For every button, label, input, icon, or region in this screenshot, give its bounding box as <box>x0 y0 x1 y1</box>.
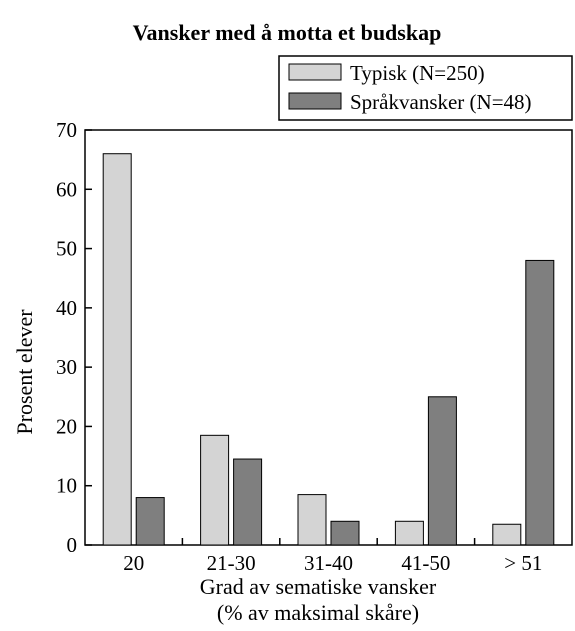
x-axis: 20 21-30 31-40 41-50 > 51 <box>123 538 542 575</box>
y-tick-label: 40 <box>56 296 77 320</box>
bar-sprakvansker-0 <box>135 497 165 546</box>
y-axis-label: Prosent elever <box>12 309 37 435</box>
bar-sprakvansker-4 <box>525 259 555 546</box>
bar-typisk-3 <box>394 520 424 546</box>
legend-swatch-sprakvansker <box>288 92 342 110</box>
y-tick-label: 70 <box>56 118 77 142</box>
legend-label-typisk: Typisk (N=250) <box>350 61 485 85</box>
chart-title: Vansker med å motta et budskap <box>133 20 442 45</box>
bar-sprakvansker-2 <box>330 520 360 546</box>
legend-swatch-typisk <box>288 63 342 81</box>
y-tick-label: 50 <box>56 237 77 261</box>
legend: Typisk (N=250) Språkvansker (N=48) <box>278 55 573 121</box>
y-tick-label: 0 <box>67 533 78 557</box>
y-tick-label: 60 <box>56 177 77 201</box>
y-tick-label: 20 <box>56 414 77 438</box>
x-axis-label-line2: (% av maksimal skåre) <box>217 600 419 625</box>
plot-frame <box>84 129 573 546</box>
bar-sprakvansker-3 <box>427 396 457 546</box>
y-axis: 0 10 20 30 40 50 60 70 <box>56 118 92 557</box>
x-axis-label: Grad av sematiske vansker <box>200 574 437 599</box>
y-tick-label: 10 <box>56 474 77 498</box>
x-tick-label: > 51 <box>504 551 542 575</box>
x-tick-label: 41-50 <box>401 551 450 575</box>
bar-typisk-4 <box>492 523 522 546</box>
bar-typisk-2 <box>297 494 327 546</box>
legend-label-sprakvansker: Språkvansker (N=48) <box>350 90 532 114</box>
bar-typisk-0 <box>102 153 132 546</box>
bars <box>102 153 555 546</box>
x-tick-label: 31-40 <box>304 551 353 575</box>
bar-sprakvansker-1 <box>233 458 263 546</box>
bar-typisk-1 <box>200 434 230 546</box>
x-tick-label: 20 <box>123 551 144 575</box>
y-tick-label: 30 <box>56 355 77 379</box>
x-tick-label: 21-30 <box>207 551 256 575</box>
